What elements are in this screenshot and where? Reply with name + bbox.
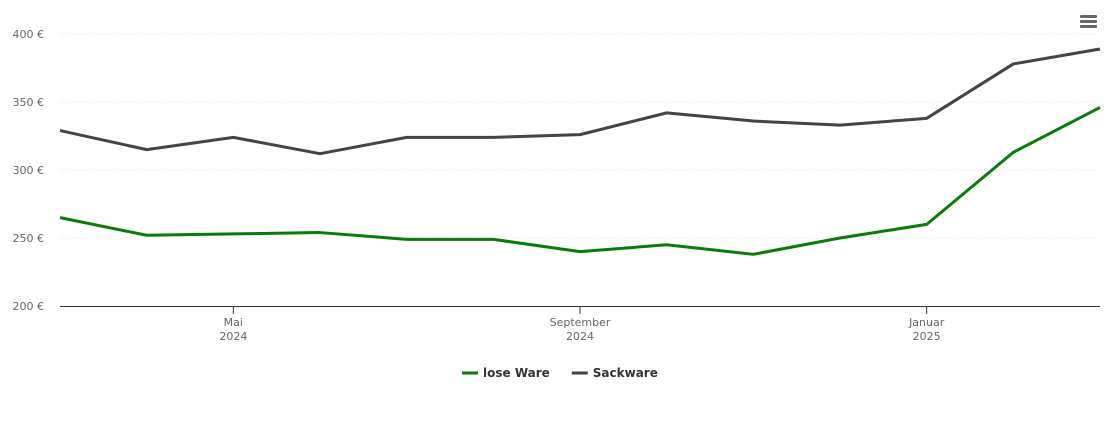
x-tick-label: Januar [908,316,945,329]
x-tick-label: 2024 [219,330,247,343]
menu-bar [1080,25,1097,28]
y-tick-label: 250 € [13,232,45,245]
menu-bar [1080,15,1097,18]
line [59,106,1101,256]
legend-item[interactable]: lose Ware [462,366,550,380]
x-tick-label: Mai [224,316,243,329]
x-tick-label: 2024 [566,330,594,343]
x-tick-label: September [550,316,611,329]
y-tick-label: 300 € [13,164,45,177]
legend-label: lose Ware [483,366,550,380]
x-tick-label: 2025 [913,330,941,343]
y-tick-label: 350 € [13,96,45,109]
legend-label: Sackware [593,366,658,380]
menu-button[interactable] [1080,15,1097,28]
menu-bar [1080,20,1097,23]
line [59,47,1101,156]
legend-item[interactable]: Sackware [571,366,658,380]
y-tick-label: 400 € [13,28,45,41]
y-tick-label: 200 € [13,300,45,313]
legend: lose Ware Sackware [462,366,658,380]
